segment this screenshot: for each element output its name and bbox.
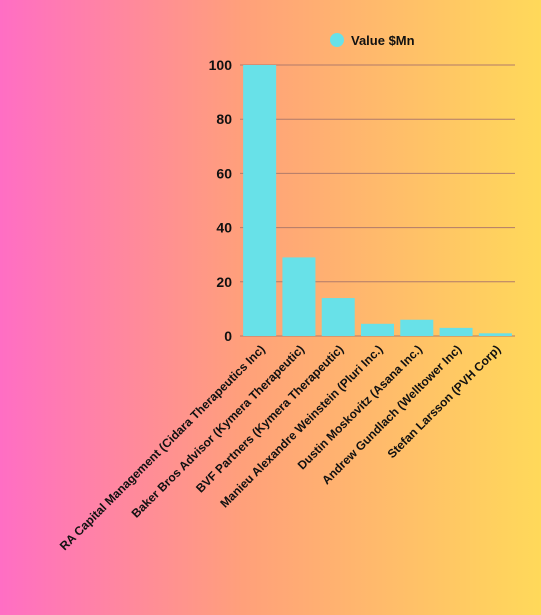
y-tick-label: 40 [216,220,232,236]
bar [282,257,316,336]
x-tick-label: Baker Bros Advisor (Kymera Therapeutic) [129,342,307,520]
y-axis: 0 20 40 60 80 100 [209,57,233,344]
bar [400,319,434,336]
y-tick-label: 100 [209,57,233,73]
y-tick-label: 0 [224,328,232,344]
y-tick-label: 60 [216,165,232,181]
y-tick-label: 80 [216,111,232,127]
y-tick-label: 20 [216,274,232,290]
bar [321,298,355,336]
x-tick-label: Andrew Gundlach (Welltower Inc) [319,342,464,487]
gridlines [240,64,515,337]
bars [243,65,512,336]
legend-marker [330,33,344,47]
legend: Value $Mn [330,33,415,48]
bar [478,333,512,336]
x-axis: RA Capital Management (Cidara Therapeuti… [57,342,504,553]
bar [243,65,277,336]
legend-label: Value $Mn [351,33,415,48]
bar [439,327,473,336]
bar [361,323,394,336]
